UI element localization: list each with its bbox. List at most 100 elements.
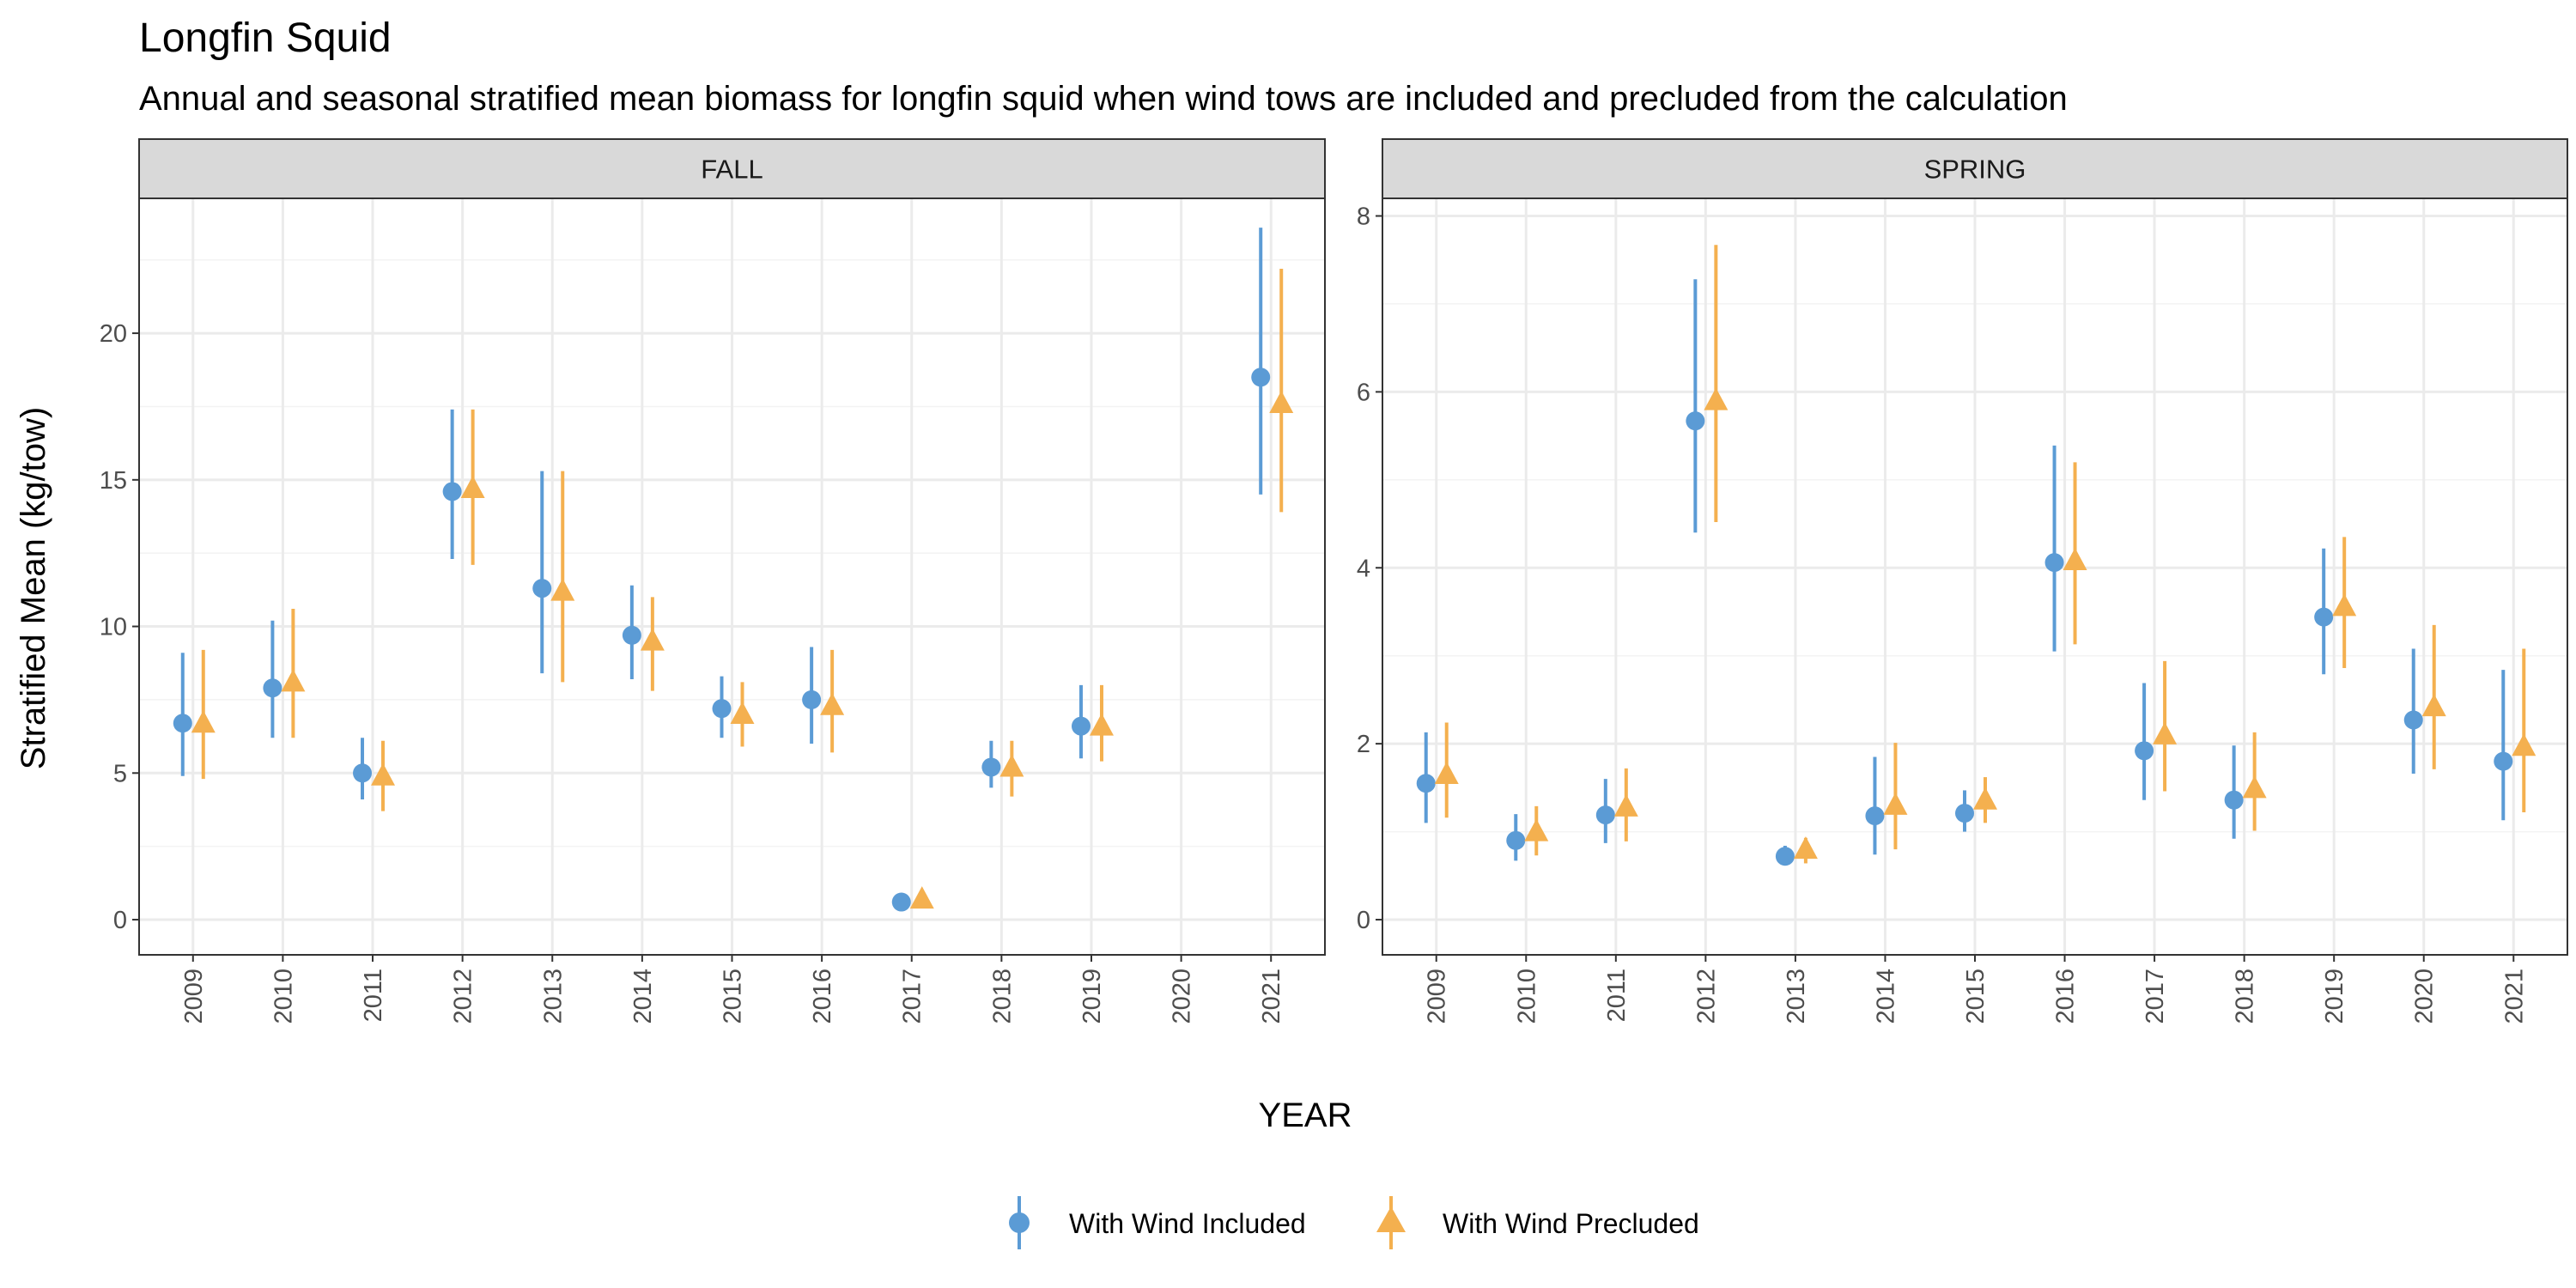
x-tick-label: 2018	[988, 969, 1016, 1024]
data-point-precluded	[1524, 818, 1549, 841]
x-tick-label: 2018	[2232, 969, 2259, 1024]
x-tick-label: 2012	[450, 969, 477, 1024]
data-point-included	[1686, 411, 1705, 431]
data-point-included	[1251, 368, 1271, 387]
x-tick-label: 2020	[1169, 969, 1196, 1024]
x-tick-label: 2011	[1603, 969, 1631, 1022]
data-point-included	[1506, 830, 1526, 850]
data-point-precluded	[730, 701, 755, 724]
x-tick-label: 2021	[2500, 969, 2528, 1024]
data-point-included	[353, 763, 373, 783]
data-point-precluded	[281, 669, 306, 692]
x-tick-label: 2009	[1424, 969, 1451, 1024]
data-point-precluded	[1973, 787, 1997, 810]
y-tick-label: 15	[100, 467, 127, 495]
x-tick-label: 2016	[809, 969, 836, 1024]
data-point-included	[1071, 716, 1091, 736]
data-point-included	[263, 678, 283, 698]
x-tick-label: 2015	[720, 969, 747, 1024]
y-tick-label: 4	[1357, 555, 1370, 582]
data-point-included	[2044, 553, 2064, 573]
data-point-precluded	[1883, 792, 1908, 815]
strip-label-spring: SPRING	[1924, 155, 2026, 185]
y-axis-title: Stratified Mean (kg/tow)	[15, 407, 52, 769]
y-tick-label: 10	[100, 614, 127, 641]
x-tick-label: 2016	[2052, 969, 2080, 1024]
x-tick-label: 2017	[899, 969, 927, 1024]
x-tick-label: 2019	[2321, 969, 2348, 1024]
y-tick-label: 8	[1357, 203, 1370, 230]
strip-label-fall: FALL	[701, 155, 762, 185]
x-tick-label: 2012	[1692, 969, 1720, 1024]
data-point-precluded	[191, 710, 216, 733]
data-point-included	[2494, 751, 2513, 771]
data-point-precluded	[2421, 694, 2446, 717]
data-point-precluded	[1793, 836, 1818, 860]
panel-fall: 0 5 10 15 20 2009 2010 2011 2012 2013 2014 2015 2016…	[100, 138, 1326, 1024]
y-tick-label: 5	[113, 760, 127, 787]
data-point-precluded	[640, 628, 665, 651]
data-point-included	[622, 625, 641, 645]
x-tick-label: 2013	[539, 969, 567, 1024]
data-point-included	[891, 892, 911, 912]
data-point-precluded	[2512, 733, 2537, 756]
data-point-precluded	[2063, 548, 2087, 571]
data-point-included	[1416, 774, 1436, 793]
x-tick-label: 2020	[2411, 969, 2439, 1024]
data-point-included	[1865, 806, 1885, 826]
data-point-precluded	[1434, 761, 1459, 784]
data-point-precluded	[820, 692, 845, 715]
x-tick-label: 2015	[1962, 969, 1990, 1024]
data-point-included	[2224, 790, 2244, 810]
data-point-included	[712, 699, 732, 719]
data-point-precluded	[550, 578, 575, 601]
x-tick-label: 2014	[629, 969, 657, 1024]
data-point-included	[1955, 804, 1974, 823]
x-tick-label: 2013	[1783, 969, 1810, 1024]
x-tick-label: 2014	[1872, 969, 1899, 1024]
y-tick-label: 6	[1357, 379, 1370, 406]
data-point-precluded	[1089, 713, 1114, 736]
data-point-precluded	[999, 754, 1024, 777]
legend-key-precluded	[1376, 1196, 1406, 1249]
data-point-included	[981, 757, 1001, 777]
x-tick-label: 2010	[1513, 969, 1540, 1024]
strip-header	[1382, 138, 2568, 199]
data-point-precluded	[2242, 775, 2267, 799]
data-point-included	[802, 690, 822, 709]
data-point-precluded	[2332, 593, 2357, 617]
y-tick-label: 0	[1357, 907, 1370, 934]
y-tick-label: 20	[100, 320, 127, 348]
data-point-precluded	[1704, 387, 1728, 410]
x-tick-label: 2017	[2142, 969, 2169, 1024]
data-point-precluded	[1613, 793, 1638, 817]
x-axis-title: YEAR	[1259, 1097, 1352, 1134]
y-tick-label: 0	[113, 907, 127, 934]
x-tick-label: 2011	[360, 969, 387, 1022]
chart-title: Longfin Squid	[139, 15, 392, 61]
data-point-precluded	[460, 476, 485, 499]
x-tick-label: 2010	[270, 969, 297, 1024]
data-point-precluded	[371, 762, 396, 786]
legend-key-included	[1009, 1196, 1030, 1249]
data-point-precluded	[1269, 391, 1294, 414]
strip-header	[138, 138, 1326, 199]
legend: With Wind Included With Wind Precluded	[1009, 1196, 1699, 1249]
panel-spring: 0 2 4 6 8 2009 2010 2011 2012 2013 2014 2015 2016 201…	[1357, 138, 2568, 1024]
data-point-included	[2135, 741, 2154, 761]
data-point-included	[442, 482, 462, 501]
data-point-included	[173, 714, 192, 733]
data-point-precluded	[909, 886, 934, 909]
x-tick-label: 2019	[1078, 969, 1106, 1024]
data-point-included	[2403, 710, 2423, 730]
data-point-included	[532, 579, 552, 598]
legend-label-included: With Wind Included	[1069, 1208, 1306, 1239]
x-tick-label: 2021	[1258, 969, 1285, 1024]
data-point-included	[1595, 805, 1615, 825]
x-tick-label: 2009	[180, 969, 208, 1024]
data-point-included	[1775, 847, 1795, 866]
chart-subtitle: Annual and seasonal stratified mean biom…	[139, 80, 2068, 118]
data-point-included	[2314, 607, 2334, 627]
legend-label-precluded: With Wind Precluded	[1443, 1208, 1699, 1239]
